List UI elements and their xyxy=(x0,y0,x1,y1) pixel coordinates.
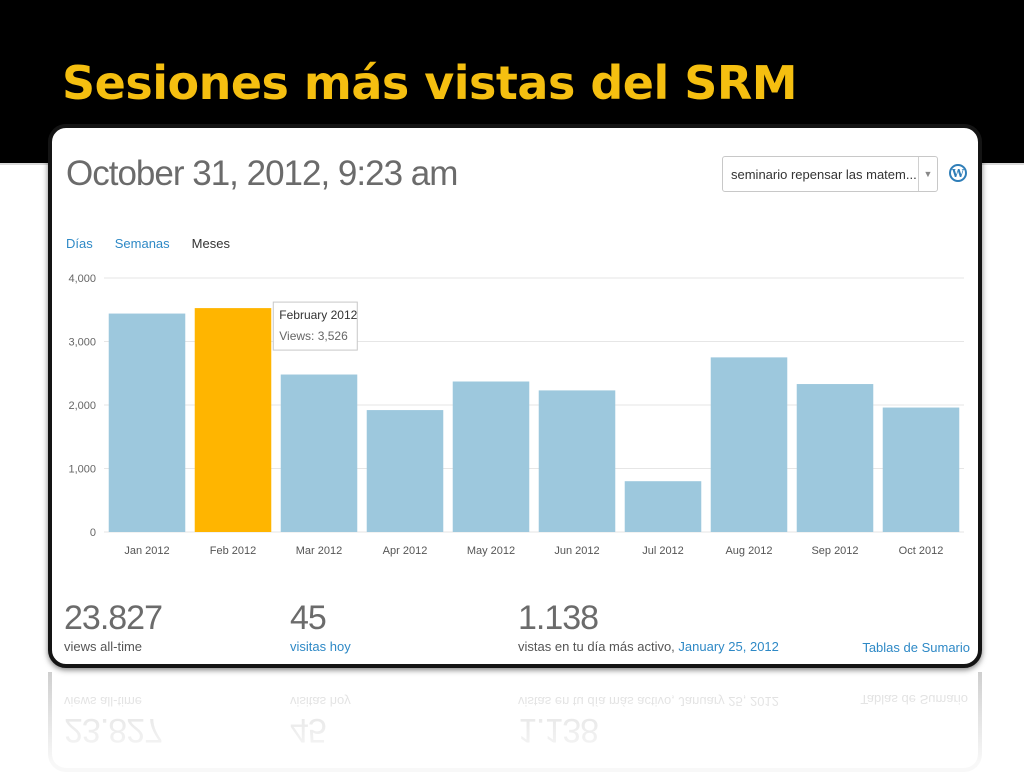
bar[interactable] xyxy=(452,381,530,532)
blog-selector[interactable]: seminario repensar las matem... ▼ xyxy=(722,156,938,192)
x-tick-label: Apr 2012 xyxy=(383,545,428,557)
y-tick-label: 3,000 xyxy=(68,337,96,349)
y-tick-label: 2,000 xyxy=(68,400,96,412)
bar[interactable] xyxy=(538,390,616,532)
tooltip-title: February 2012 xyxy=(279,308,357,322)
summary-tables-link[interactable]: Tablas de Sumario xyxy=(862,640,970,655)
stat-best-day-text: vistas en tu día más activo, xyxy=(518,639,675,654)
screenshot-frame: October 31, 2012, 9:23 am seminario repe… xyxy=(48,124,982,668)
stat-best-day: 1.138 vistas en tu día más activo, Janua… xyxy=(518,598,779,654)
x-tick-label: Aug 2012 xyxy=(725,545,772,557)
bar[interactable] xyxy=(710,357,788,532)
x-tick-label: Mar 2012 xyxy=(296,545,342,557)
tooltip-box xyxy=(272,301,358,351)
stat-best-day-label: vistas en tu día más activo, January 25,… xyxy=(518,639,779,654)
stat-today-link[interactable]: visitas hoy xyxy=(290,639,351,654)
tab-dias[interactable]: Días xyxy=(66,236,93,251)
y-tick-label: 1,000 xyxy=(68,464,96,476)
period-tabs: Días Semanas Meses xyxy=(66,236,230,251)
views-bar-chart: 0 1,000 2,000 3,000 4,000 Jan 2012 Feb 2012 Mar… xyxy=(68,273,964,557)
stat-all-time-label: views all-time xyxy=(64,639,143,654)
x-tick-label: Feb 2012 xyxy=(210,545,256,557)
stat-today-value: 45 xyxy=(290,599,327,637)
slide-title: Sesiones más vistas del SRM xyxy=(62,56,798,110)
bar[interactable] xyxy=(882,407,960,532)
stat-today: 45 visitas hoy xyxy=(290,598,351,654)
x-tick-label: May 2012 xyxy=(467,545,515,557)
tab-semanas[interactable]: Semanas xyxy=(114,236,170,251)
tooltip-value: Views: 3,526 xyxy=(279,329,348,343)
blog-selector-value: seminario repensar las matem... xyxy=(731,166,917,182)
bar[interactable] xyxy=(108,313,186,532)
best-day-date-link[interactable]: January 25, 2012 xyxy=(678,639,779,654)
wordpress-logo-icon[interactable]: W xyxy=(949,164,967,182)
bar[interactable] xyxy=(194,308,272,532)
bar[interactable] xyxy=(624,481,702,532)
bar[interactable] xyxy=(280,374,358,532)
bar[interactable] xyxy=(366,410,444,532)
frame-reflection: 23.827 views all-time 45 visitas hoy 1.1… xyxy=(48,672,982,772)
summary-stats: 23.827 views all-time 45 visitas hoy 1.1… xyxy=(62,598,970,658)
bar[interactable] xyxy=(796,384,874,532)
x-tick-label: Jan 2012 xyxy=(124,545,169,557)
stats-panel: October 31, 2012, 9:23 am seminario repe… xyxy=(62,138,970,658)
tab-meses[interactable]: Meses xyxy=(191,236,230,251)
date-heading: October 31, 2012, 9:23 am xyxy=(66,154,458,193)
chevron-down-icon[interactable]: ▼ xyxy=(918,157,937,191)
y-tick-label: 4,000 xyxy=(68,273,96,285)
reflection-fade xyxy=(48,672,982,772)
stat-all-time-value: 23.827 xyxy=(64,599,163,637)
stat-best-day-value: 1.138 xyxy=(518,599,599,637)
x-tick-label: Oct 2012 xyxy=(899,545,944,557)
y-tick-label: 0 xyxy=(90,527,96,539)
stat-all-time: 23.827 views all-time xyxy=(64,598,163,654)
x-tick-label: Jul 2012 xyxy=(642,545,684,557)
x-tick-label: Sep 2012 xyxy=(811,545,858,557)
x-tick-label: Jun 2012 xyxy=(554,545,599,557)
